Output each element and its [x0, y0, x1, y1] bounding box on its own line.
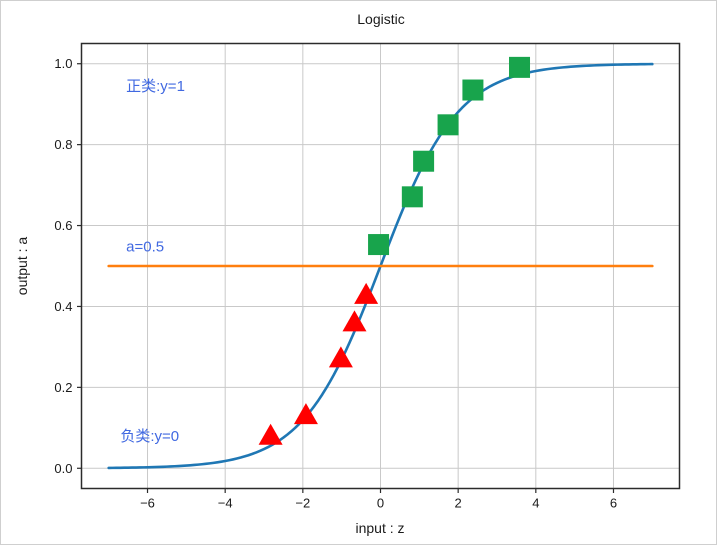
negative-class-marker	[354, 282, 379, 304]
negative-class-marker	[293, 403, 318, 425]
annotation-positive-class-label: 正类:y=1	[126, 78, 185, 95]
x-tick-label: 0	[377, 496, 384, 511]
chart-title: Logistic	[357, 11, 405, 27]
y-tick-label: 0.8	[54, 137, 72, 152]
y-axis-label: output : a	[14, 236, 30, 296]
y-tick-label: 0.0	[54, 461, 72, 476]
negative-class-marker	[258, 423, 283, 445]
y-tick-label: 0.2	[54, 380, 72, 395]
annotation-negative-class-label: 负类:y=0	[120, 428, 179, 445]
x-axis-label: input : z	[355, 520, 405, 536]
y-tick-label: 1.0	[54, 56, 72, 71]
x-tick-label: −2	[295, 496, 310, 511]
negative-class-marker	[328, 346, 353, 368]
positive-class-marker	[437, 114, 459, 136]
x-tick-label: 2	[455, 496, 462, 511]
y-tick-label: 0.4	[54, 299, 72, 314]
positive-class-marker	[413, 150, 435, 172]
y-tick-label: 0.6	[54, 218, 72, 233]
positive-class-marker	[401, 186, 423, 208]
x-tick-label: 6	[610, 496, 617, 511]
plot-border	[80, 42, 681, 490]
x-tick-label: −6	[140, 496, 155, 511]
annotation-threshold-label: a=0.5	[126, 239, 164, 256]
positive-class-marker	[368, 234, 390, 256]
positive-class-marker	[462, 79, 484, 101]
x-tick-label: −4	[218, 496, 233, 511]
positive-class-marker	[509, 56, 531, 78]
negative-class-marker	[342, 310, 367, 332]
x-tick-label: 4	[532, 496, 539, 511]
